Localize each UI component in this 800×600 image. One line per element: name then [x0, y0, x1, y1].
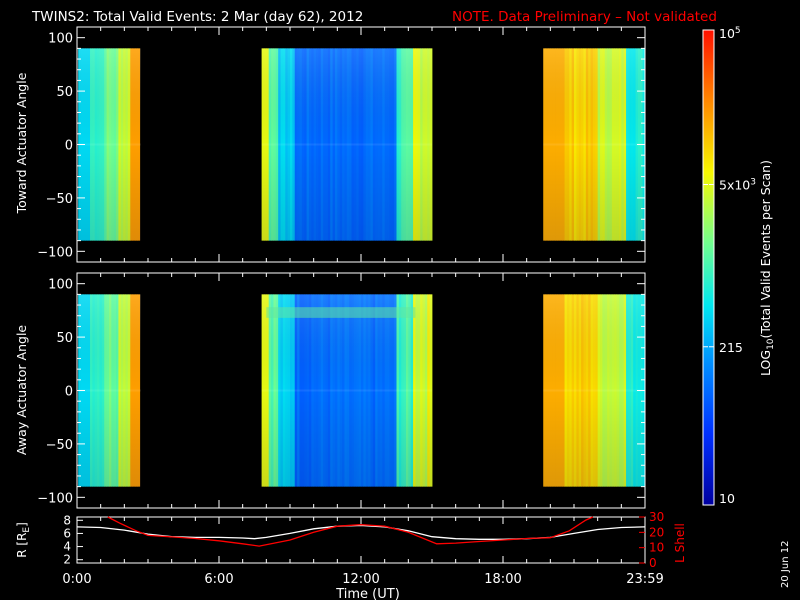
colorbar-label-rest: (Total Valid Events per Scan): [758, 160, 773, 338]
ytick-label: 100: [48, 32, 73, 47]
colorbar-tick-label: 215: [719, 340, 743, 355]
ytick-label: 50: [56, 85, 73, 100]
xtick-label: 12:00: [342, 572, 379, 587]
orbit-right-tick-label: 30: [649, 510, 664, 524]
data-block: [543, 294, 646, 487]
data-block: [261, 294, 433, 487]
orbit-left-ylabel-main: R [R: [15, 533, 29, 558]
ytick-label: −50: [46, 192, 73, 207]
ytick-label: −50: [46, 438, 73, 453]
colorbar-frame: [702, 29, 715, 506]
xaxis-label: Time (UT): [335, 587, 400, 600]
colorbar-tick-label: 105: [719, 26, 741, 41]
xtick-label: 6:00: [204, 572, 233, 587]
ytick-label: 0: [65, 385, 73, 400]
colorbar-tick-label: 5x103: [719, 177, 756, 192]
preliminary-note: NOTE. Data Preliminary – Not validated: [452, 9, 717, 25]
xtick-label: 0:00: [62, 572, 91, 587]
colorbar-tick-base: 215: [719, 340, 743, 355]
block-shading: [78, 48, 141, 241]
colorbar-tick-exponent: 3: [750, 177, 756, 187]
colorbar-tick-base: 5x10: [719, 177, 750, 192]
orbit-right-ylabel: L Shell: [673, 523, 687, 563]
orbit-right-tick-label: 10: [649, 541, 664, 555]
colorbar-tick-exponent: 5: [735, 26, 741, 36]
date-stamp: 20 Jun 12: [780, 541, 791, 588]
ytick-label: 0: [65, 139, 73, 154]
orbit-left-tick-label: 8: [63, 513, 71, 527]
xtick-label: 23:59: [626, 572, 663, 587]
data-block: [261, 48, 433, 241]
orbit-right-tick-label: 0: [649, 556, 657, 570]
toward-ylabel: Toward Actuator Angle: [14, 72, 29, 214]
colorbar-label-sub: 10: [766, 338, 776, 350]
block-shading: [261, 48, 432, 241]
data-block: [78, 294, 141, 487]
orbit-left-ylabel-sub: E: [22, 527, 32, 533]
orbit-left-tick-label: 2: [63, 553, 71, 567]
colorbar-tick-label: 10: [719, 491, 735, 506]
colorbar-gradient: [703, 30, 714, 505]
away-ylabel: Away Actuator Angle: [14, 325, 29, 456]
high-angle-band: [266, 307, 416, 318]
lshell-line: [107, 516, 594, 547]
orbit-left-tick-label: 4: [63, 540, 71, 554]
block-shading: [261, 294, 432, 487]
block-shading: [543, 294, 645, 487]
orbit-left-ylabel: R [RE]: [15, 522, 32, 558]
colorbar-tick-base: 10: [719, 26, 735, 41]
data-block: [543, 48, 646, 241]
data-block: [78, 48, 141, 241]
xtick-label: 18:00: [484, 572, 521, 587]
block-shading: [78, 294, 141, 487]
colorbar-tick-base: 10: [719, 491, 735, 506]
ytick-label: 100: [48, 278, 73, 293]
away-panel: 100 50 0 −50 −100: [37, 272, 646, 509]
orbit-left-ylabel-end: ]: [15, 522, 29, 527]
block-shading: [543, 48, 645, 241]
ytick-label: −100: [37, 491, 73, 506]
colorbar-label: LOG10(Total Valid Events per Scan): [758, 160, 776, 376]
orbit-right-tick-label: 20: [649, 525, 664, 539]
toward-panel: 100 50 0 −50 −100: [37, 26, 646, 263]
chart-title: TWINS2: Total Valid Events: 2 Mar (day 6…: [31, 9, 363, 25]
ytick-label: −100: [37, 245, 73, 260]
ytick-label: 50: [56, 331, 73, 346]
orbit-left-tick-label: 6: [63, 526, 71, 540]
colorbar-label-log: LOG: [758, 350, 773, 376]
